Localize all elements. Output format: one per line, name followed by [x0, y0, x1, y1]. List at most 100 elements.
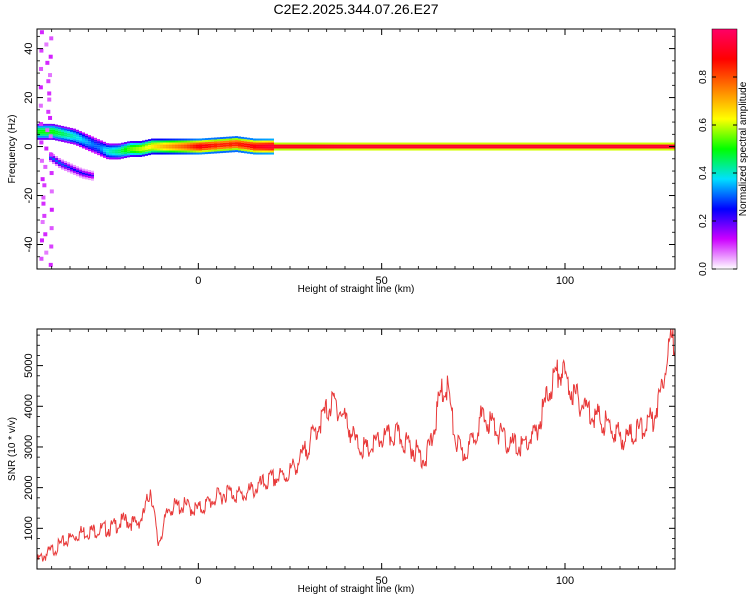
- spectrogram-cell: [460, 148, 463, 151]
- spectrogram-cell: [235, 138, 238, 141]
- spectrogram-cell: [559, 148, 562, 151]
- spectrogram-cell: [64, 134, 67, 137]
- spectrogram-cell: [100, 142, 103, 145]
- spectrogram-cell: [202, 144, 205, 147]
- spectrogram-cell: [292, 144, 295, 147]
- spectrogram-cell: [136, 147, 139, 149]
- spectrogram-cell: [667, 148, 670, 151]
- spectrogram-cell: [637, 144, 640, 147]
- spectrogram-cell: [61, 127, 64, 130]
- spectrogram-cell: [643, 148, 646, 151]
- spectrogram-cell: [67, 139, 70, 142]
- spectrogram-cell: [208, 145, 211, 148]
- spectrogram-cell: [58, 137, 61, 140]
- spectrogram-cell: [316, 146, 319, 149]
- spectrogram-cell: [67, 127, 70, 130]
- spectrogram-cell: [592, 148, 595, 151]
- spectrogram-cell: [100, 150, 103, 153]
- spectrogram-cell: [196, 140, 199, 143]
- spectrogram-cell: [241, 150, 244, 153]
- spectrogram-cell: [124, 154, 127, 157]
- spectrogram-cell: [409, 146, 412, 149]
- spectrogram-cell: [184, 140, 187, 143]
- spectrogram-cell: [88, 137, 91, 140]
- spectrogram-cell: [130, 141, 133, 143]
- spectrogram-cell: [70, 171, 73, 174]
- spectrogram-cell: [316, 144, 319, 147]
- spectrogram-cell: [64, 164, 67, 167]
- spectrogram-cell: [85, 169, 88, 172]
- spectrogram-cell: [463, 144, 466, 147]
- spectrogram-cell: [79, 175, 82, 178]
- spectrogram-cell: [169, 152, 172, 155]
- spectrogram-cell: [625, 148, 628, 151]
- spectrogram-cell: [121, 150, 124, 153]
- spectrogram-cell: [64, 128, 67, 131]
- spectrogram-cell: [160, 146, 163, 149]
- spectrogram-cell: [628, 144, 631, 147]
- spectrogram-cell: [88, 174, 91, 177]
- spectrogram-cell: [37, 127, 40, 130]
- spectrogram-cell: [286, 146, 289, 149]
- spectrogram-cell: [457, 144, 460, 147]
- spectrogram-cell: [163, 140, 166, 143]
- spectrogram-cell: [226, 138, 229, 141]
- spectrogram-cell: [193, 144, 196, 147]
- spectrogram-cell: [304, 146, 307, 149]
- spectrogram-cell: [631, 144, 634, 147]
- spectrogram-cell: [670, 146, 673, 149]
- spectrogram-cell: [646, 146, 649, 149]
- spectrogram-cell: [148, 151, 151, 154]
- spectrogram-cell: [289, 148, 292, 151]
- spectrogram-cell: [487, 148, 490, 151]
- spectrogram-cell: [148, 147, 151, 150]
- spectrogram-cell: [112, 149, 115, 152]
- spectrogram-cell: [187, 148, 190, 151]
- spectrogram-cell: [577, 142, 580, 145]
- spectrogram-cell: [151, 138, 154, 141]
- spectrogram-cell: [139, 147, 142, 149]
- spectrogram-cell: [88, 143, 91, 146]
- spectrogram-cell: [67, 141, 70, 144]
- spectrogram-cell: [478, 146, 481, 149]
- spectrogram-cell: [232, 144, 235, 147]
- spectrogram-cell: [46, 137, 49, 140]
- snr-xtick-label: 0: [195, 575, 201, 587]
- spectrogram-cell: [58, 133, 61, 136]
- spectrogram-cell: [46, 79, 51, 84]
- spectrogram-cell: [625, 144, 628, 147]
- spectrogram-cell: [76, 166, 79, 169]
- spectrogram-cell: [181, 152, 184, 155]
- spectrogram-cell: [49, 160, 52, 163]
- spectrogram-cell: [391, 142, 394, 145]
- spectrogram-cell: [127, 143, 130, 146]
- spectrogram-cell: [364, 144, 367, 147]
- spectrogram-cell: [271, 138, 274, 141]
- spectrogram-cell: [46, 133, 49, 136]
- spectrogram-cell: [40, 137, 43, 140]
- colorbar-tick-label: 0.8: [698, 70, 709, 84]
- spectrogram-cell: [571, 142, 574, 145]
- spectrogram-cell: [148, 139, 151, 142]
- spectrogram-cell: [319, 146, 322, 149]
- spectrogram-cell: [97, 145, 100, 148]
- spectrogram-cell: [88, 135, 91, 138]
- spectrogram-cell: [175, 142, 178, 145]
- spectrogram-cell: [133, 155, 136, 157]
- spectrogram-cell: [61, 163, 64, 166]
- spectrogram-cell: [91, 172, 94, 175]
- spectrogram-cell: [505, 148, 508, 151]
- spectrogram-cell: [217, 143, 220, 146]
- spectrogram-cell: [361, 146, 364, 149]
- spectrogram-cell: [208, 139, 211, 142]
- spectrogram-cell: [289, 144, 292, 147]
- spectrogram-cell: [100, 148, 103, 151]
- spectrogram-cell: [619, 146, 622, 149]
- spectrogram-cell: [370, 142, 373, 145]
- spectrogram-cell: [79, 135, 82, 138]
- spectrogram-cell: [229, 146, 232, 149]
- spectrogram-cell: [283, 146, 286, 149]
- spectrogram-cell: [37, 131, 40, 134]
- spectrogram-cell: [40, 131, 43, 134]
- spectrogram-cell: [64, 162, 67, 165]
